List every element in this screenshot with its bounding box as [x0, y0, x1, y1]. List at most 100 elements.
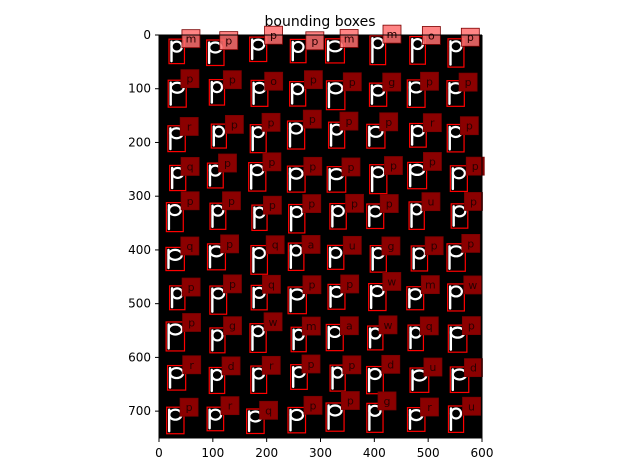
label-box: p: [379, 194, 399, 213]
label-box: p: [340, 391, 360, 410]
label-box-rect: [423, 357, 443, 377]
label-box: p: [458, 72, 478, 92]
bounding-box: [329, 202, 347, 230]
label-box: q: [262, 274, 281, 294]
label-box-letter: q: [268, 278, 275, 291]
bounding-box: [446, 80, 465, 107]
label-box: u: [421, 192, 441, 212]
bounding-box: [329, 364, 346, 392]
bounding-box: [408, 201, 425, 230]
label-box: g: [381, 236, 401, 256]
label-box-letter: r: [269, 359, 274, 372]
label-box: p: [384, 156, 403, 175]
bounding-box: [368, 82, 388, 107]
bounding-box: [447, 324, 468, 353]
label-box-rect: [218, 153, 237, 173]
label-box: p: [303, 156, 323, 176]
label-box-letter: d: [387, 358, 394, 371]
bounding-box: [208, 366, 226, 395]
bounding-box: [406, 286, 425, 311]
bounding-box: [165, 321, 186, 352]
bounding-box: [406, 407, 426, 432]
label-box-rect: [305, 31, 325, 51]
label-box-rect: [301, 354, 321, 374]
label-box-rect: [465, 156, 485, 176]
bounding-box: [249, 36, 268, 63]
chart-title: bounding boxes: [265, 14, 376, 30]
label-box-rect: [384, 156, 403, 175]
bounding-box: [251, 204, 268, 232]
glyph: [290, 82, 305, 105]
bounding-box: [206, 39, 225, 67]
label-box-rect: [422, 113, 442, 133]
glyph-bowl: [368, 125, 384, 138]
label-box-rect: [379, 194, 399, 213]
label-box: p: [461, 234, 481, 253]
bounding-box: [369, 164, 388, 195]
label-box-letter: p: [225, 35, 232, 48]
label-box: d: [464, 358, 483, 378]
bounding-box: [446, 123, 465, 153]
label-box-letter: p: [347, 395, 354, 408]
label-box-letter: p: [467, 237, 474, 250]
bounding-box: [325, 402, 345, 432]
label-box-rect: [382, 272, 402, 291]
bounding-box: [325, 323, 344, 352]
bounding-box: [369, 35, 387, 66]
y-tick-label: 100: [128, 82, 151, 96]
label-box: p: [340, 274, 360, 294]
bounding-box: [326, 244, 345, 270]
label-box-rect: [342, 355, 362, 375]
label-box-letter: r: [189, 359, 194, 372]
label-box: w: [378, 315, 398, 335]
glyph-bowl: [289, 408, 305, 422]
glyph-bowl: [331, 204, 345, 218]
bounding-box: [166, 406, 185, 435]
glyph-bowl: [449, 407, 463, 420]
label-box-letter: p: [348, 359, 355, 372]
label-box-letter: p: [229, 74, 236, 87]
label-box-rect: [221, 356, 241, 376]
bounding-box: [249, 124, 267, 154]
label-box: p: [423, 152, 442, 171]
label-box-letter: p: [270, 29, 277, 42]
label-box: p: [222, 70, 242, 90]
bounding-box: [406, 79, 426, 108]
label-box-letter: p: [311, 35, 318, 48]
bounding-box: [447, 405, 465, 433]
label-box-letter: q: [426, 320, 433, 333]
glyph-bowl: [252, 246, 267, 260]
label-box-letter: p: [309, 160, 316, 173]
label-box-letter: d: [228, 360, 235, 373]
label-box: m: [382, 24, 402, 44]
glyph: [289, 408, 305, 432]
bounding-box: [250, 79, 269, 107]
bounding-box: [210, 123, 227, 149]
glyph: [449, 407, 463, 432]
label-box-letter: g: [387, 240, 394, 253]
label-box-rect: [220, 396, 240, 416]
bounding-box: [366, 203, 385, 230]
bounding-box-layer: [165, 35, 470, 435]
label-box: m: [301, 316, 321, 336]
bounding-box: [287, 406, 307, 434]
label-box: p: [302, 275, 322, 295]
label-box: p: [181, 277, 201, 297]
label-box-letter: u: [349, 239, 356, 252]
bounding-box: [325, 80, 346, 111]
bounding-box: [248, 162, 267, 192]
label-box-letter: r: [427, 401, 432, 414]
glyph-bowl: [289, 288, 305, 301]
label-box-rect: [262, 152, 282, 172]
label-box-rect: [462, 396, 481, 416]
label-box-rect: [424, 236, 444, 256]
bounding-box: [166, 364, 187, 391]
label-box-letter: p: [345, 115, 352, 128]
glyph: [289, 288, 305, 313]
label-box-rect: [301, 316, 321, 336]
glyph-bowl: [327, 404, 343, 417]
label-box-letter: a: [308, 238, 315, 251]
label-box-letter: p: [467, 31, 474, 44]
bounding-box: [288, 203, 306, 234]
label-box-rect: [340, 274, 360, 294]
